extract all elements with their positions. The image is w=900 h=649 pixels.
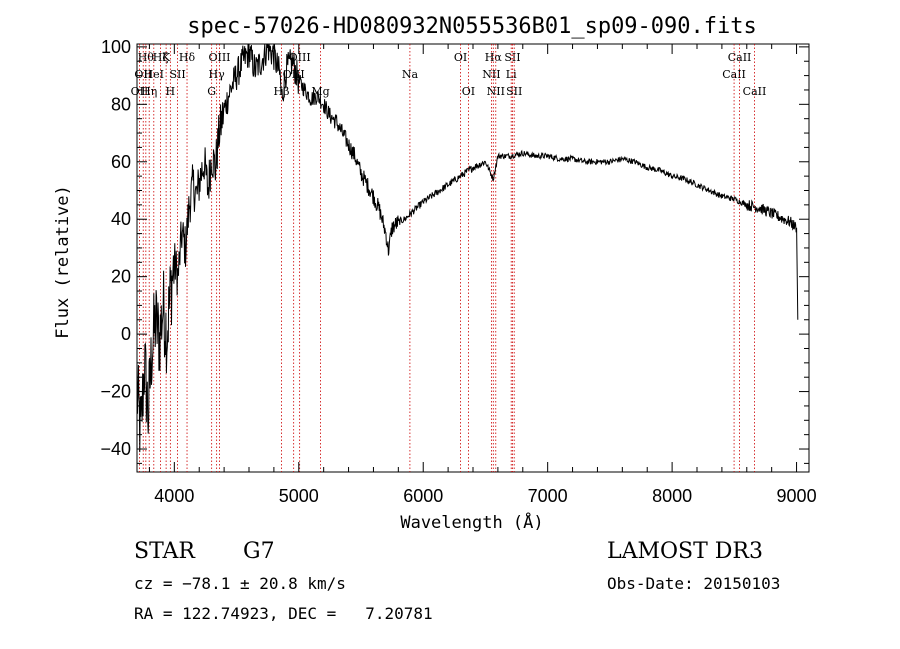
line-marker-label: NII xyxy=(487,85,505,98)
line-marker-label: CaII xyxy=(743,85,767,98)
spectrum-line xyxy=(136,43,799,453)
line-marker-label: OII xyxy=(131,85,149,98)
plot-frame xyxy=(136,43,810,473)
line-marker-label: SII xyxy=(504,51,520,64)
y-tick-label: 20 xyxy=(111,267,131,287)
obs-date: Obs-Date: 20150103 xyxy=(607,574,781,593)
y-tick-label: 60 xyxy=(111,152,131,172)
line-marker-label: H xyxy=(166,85,176,98)
x-tick-label: 9000 xyxy=(777,486,817,506)
line-marker-label: Hζ xyxy=(153,51,169,64)
survey-name: LAMOST DR3 xyxy=(607,539,763,564)
line-marker-label: Li xyxy=(506,68,517,81)
x-tick-label: 8000 xyxy=(652,486,692,506)
x-axis: 4000 5000 6000 7000 8000 9000 xyxy=(148,44,817,506)
redshift-info: cz = −78.1 ± 20.8 km/s xyxy=(134,574,346,593)
line-marker-label: G xyxy=(207,85,216,98)
line-marker-label: OIII xyxy=(208,51,230,64)
y-tick-label: 0 xyxy=(121,324,131,344)
y-axis: −40 −20 0 20 40 60 80 100 xyxy=(100,37,809,464)
subclass: G7 xyxy=(243,539,275,564)
line-marker-label: SII xyxy=(506,85,522,98)
line-marker-label: NII xyxy=(482,68,500,81)
line-marker-label: SII xyxy=(169,68,185,81)
line-marker-label: Hδ xyxy=(179,51,196,64)
line-marker-label: Mg xyxy=(311,85,329,98)
x-tick-label: 6000 xyxy=(403,486,443,506)
line-marker-label: OI xyxy=(462,85,475,98)
line-marker-label: Hα xyxy=(485,51,503,64)
line-marker-label: CaII xyxy=(728,51,752,64)
y-tick-label: −40 xyxy=(100,439,131,459)
y-tick-label: 80 xyxy=(111,94,131,114)
y-tick-label: −20 xyxy=(100,382,131,402)
line-markers: OIIOIIHθHηHeIHζKHSIIHδGHγOIIIHβOIIIOIIIM… xyxy=(131,44,767,472)
object-class: STAR xyxy=(134,539,195,564)
x-tick-label: 7000 xyxy=(528,486,568,506)
chart-title: spec-57026-HD080932N055536B01_sp09-090.f… xyxy=(187,14,757,39)
line-marker-label: Na xyxy=(402,68,419,81)
y-tick-label: 40 xyxy=(111,209,131,229)
x-tick-label: 5000 xyxy=(279,486,319,506)
line-marker-label: K xyxy=(162,51,171,64)
x-axis-label: Wavelength (Å) xyxy=(400,511,543,533)
line-marker-label: OI xyxy=(454,51,467,64)
line-marker-label: OII xyxy=(134,68,152,81)
x-tick-label: 4000 xyxy=(154,486,194,506)
line-marker-label: Hγ xyxy=(209,68,226,81)
line-marker-label: CaII xyxy=(722,68,746,81)
y-tick-label: 100 xyxy=(101,37,131,57)
line-marker-label: HeI xyxy=(144,68,164,81)
line-marker-label: Hη xyxy=(141,85,157,98)
coordinates: RA = 122.74923, DEC = 7.20781 xyxy=(134,604,433,623)
y-axis-label: Flux (relative) xyxy=(53,185,73,339)
